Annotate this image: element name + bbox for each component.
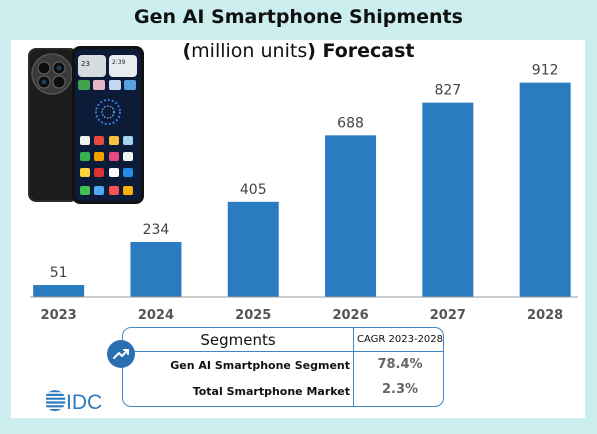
bars-group: 51 234 405 688 827 912 — [33, 63, 571, 298]
segments-header: Segments — [200, 331, 276, 349]
tick-label-2026: 2026 — [332, 308, 368, 323]
row-value-total: 2.3% — [381, 382, 419, 397]
value-label-2028: 912 — [532, 63, 559, 79]
subtitle-open-paren: ( — [182, 40, 192, 62]
value-label-2023: 51 — [50, 265, 68, 281]
smartphone-photo: 23 2:39 — [26, 44, 146, 206]
bar-2027 — [422, 102, 474, 297]
x-tick-labels: 2023 2024 2025 2026 2027 2028 — [41, 308, 564, 323]
chart-subtitle: (million units) Forecast — [0, 40, 597, 62]
row-label-genai: Gen AI Smartphone Segment — [170, 359, 350, 372]
value-label-2026: 688 — [337, 115, 364, 131]
bar-2024 — [130, 242, 182, 297]
tick-label-2023: 2023 — [41, 308, 77, 323]
row-value-genai: 78.4% — [377, 357, 423, 372]
subtitle-forecast: ) Forecast — [307, 40, 415, 62]
cagr-header: CAGR 2023-2028 — [356, 334, 444, 345]
trending-up-icon — [107, 340, 135, 368]
chart-title: Gen AI Smartphone Shipments — [134, 6, 463, 28]
idc-logo: IDC — [46, 390, 102, 414]
bar-2023 — [33, 285, 85, 297]
bar-2026 — [325, 135, 377, 297]
table-header-divider — [122, 351, 444, 352]
tick-label-2024: 2024 — [138, 308, 174, 323]
phone-widget-time: 23 — [81, 60, 90, 68]
phone-widget-clock: 2:39 — [112, 59, 126, 66]
value-label-2027: 827 — [434, 83, 461, 99]
tick-label-2027: 2027 — [430, 308, 466, 323]
tick-label-2025: 2025 — [235, 308, 271, 323]
tick-label-2028: 2028 — [527, 308, 563, 323]
subtitle-units: million units — [191, 40, 308, 62]
value-label-2024: 234 — [143, 222, 170, 238]
segments-table — [122, 327, 444, 407]
bar-2025 — [227, 201, 279, 297]
bar-2028 — [519, 82, 571, 298]
value-label-2025: 405 — [240, 182, 267, 198]
row-label-total: Total Smartphone Market — [192, 385, 350, 398]
table-column-divider — [353, 327, 354, 407]
idc-logo-text: IDC — [66, 391, 102, 414]
